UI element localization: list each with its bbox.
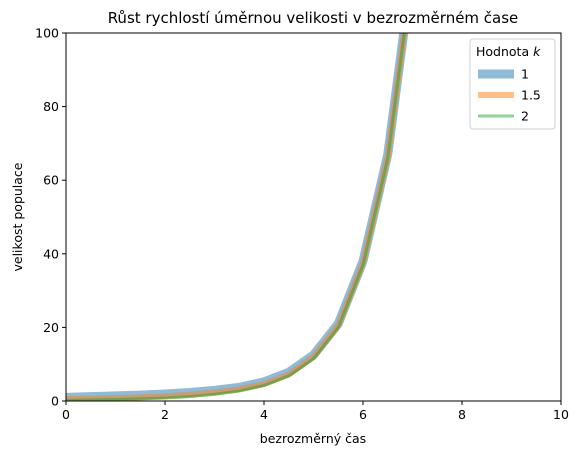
series-line-2: [66, 33, 408, 401]
legend-entries: 11.52: [478, 67, 541, 124]
y-tick-label: 40: [43, 246, 59, 261]
legend-label-3: 2: [521, 109, 529, 124]
x-tick-label: 6: [359, 407, 367, 422]
legend-label-1: 1: [521, 67, 529, 82]
legend-label-2: 1.5: [521, 88, 541, 103]
y-axis-label: velikost populace: [10, 162, 25, 271]
x-tick-label: 4: [260, 407, 268, 422]
x-axis: 0 2 4 6 8 10: [62, 401, 569, 422]
legend-title-text: Hodnota: [476, 44, 533, 59]
chart-title: Růst rychlostí úměrnou velikosti v bezro…: [108, 9, 519, 27]
x-tick-label: 0: [62, 407, 70, 422]
legend-title: Hodnota k: [476, 44, 541, 59]
y-tick-label: 100: [35, 26, 59, 41]
x-tick-label: 2: [161, 407, 169, 422]
series-line-1: [66, 33, 409, 401]
y-tick-label: 80: [43, 99, 59, 114]
legend-box: [469, 38, 556, 130]
legend-title-var: k: [533, 44, 541, 59]
y-tick-label: 0: [51, 394, 59, 409]
series-line-3: [66, 33, 406, 401]
x-tick-label: 10: [553, 407, 569, 422]
y-axis: 0 20 40 60 80 100: [35, 26, 66, 409]
x-tick-label: 8: [458, 407, 466, 422]
y-tick-label: 20: [43, 320, 59, 335]
x-axis-label: bezrozměrný čas: [260, 431, 366, 446]
legend: Hodnota k 11.52: [469, 38, 556, 130]
y-tick-label: 60: [43, 173, 59, 188]
plot-frame: [65, 32, 562, 402]
series-layer: [66, 33, 409, 401]
